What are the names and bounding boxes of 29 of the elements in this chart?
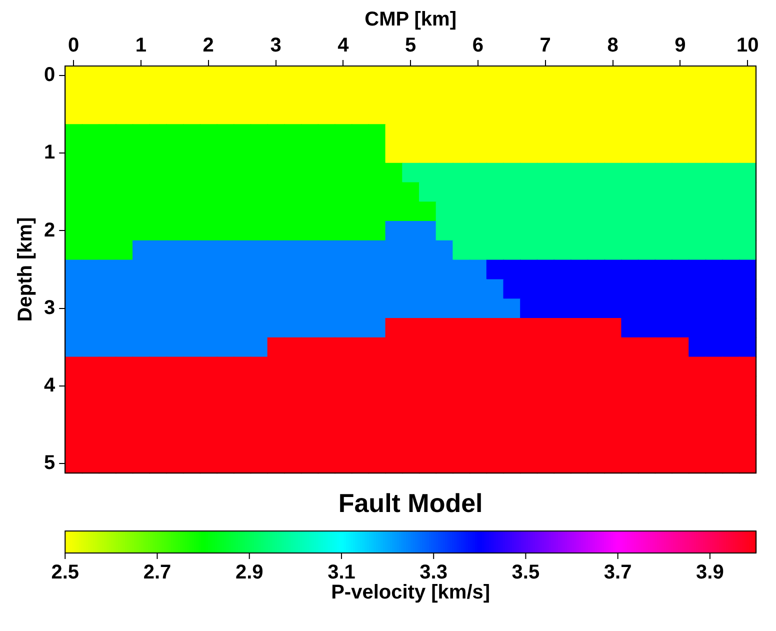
x-tick-label: 1 xyxy=(135,34,147,57)
y-tick-label: 3 xyxy=(44,296,56,319)
x-tick-label: 9 xyxy=(674,34,686,57)
x-tick-label: 0 xyxy=(68,34,80,57)
color-bar-title: P-velocity [km/s] xyxy=(331,582,490,604)
color-bar-label: 2.5 xyxy=(51,562,80,584)
x-tick-label: 6 xyxy=(472,34,484,57)
y-tick-label: 5 xyxy=(44,452,56,474)
color-bar-label: 3.9 xyxy=(696,562,724,584)
color-bar-label: 3.5 xyxy=(512,562,540,584)
color-bar-label: 3.1 xyxy=(328,562,356,584)
y-tick-label: 4 xyxy=(44,374,56,396)
y-tick-label: 2 xyxy=(44,219,56,242)
y-tick-label: 1 xyxy=(44,142,56,164)
x-tick-label: 7 xyxy=(540,34,551,57)
color-bar-label: 3.7 xyxy=(604,562,632,584)
x-tick-label: 10 xyxy=(736,34,759,57)
x-axis-title: CMP [km] xyxy=(364,8,456,31)
x-tick-label: 2 xyxy=(202,34,214,57)
x-tick-label: 3 xyxy=(270,34,282,57)
color-bar-label: 2.7 xyxy=(143,562,172,584)
y-axis-title: Depth [km] xyxy=(14,217,37,322)
text: Fault Model xyxy=(338,488,483,518)
y-tick-label: 0 xyxy=(44,64,56,86)
x-tick-label: 4 xyxy=(338,34,350,57)
x-tick-label: 5 xyxy=(405,34,416,57)
color-bar-label: 3.3 xyxy=(420,562,448,584)
color-bar-label: 2.9 xyxy=(235,562,264,584)
x-tick-label: 8 xyxy=(607,34,618,57)
